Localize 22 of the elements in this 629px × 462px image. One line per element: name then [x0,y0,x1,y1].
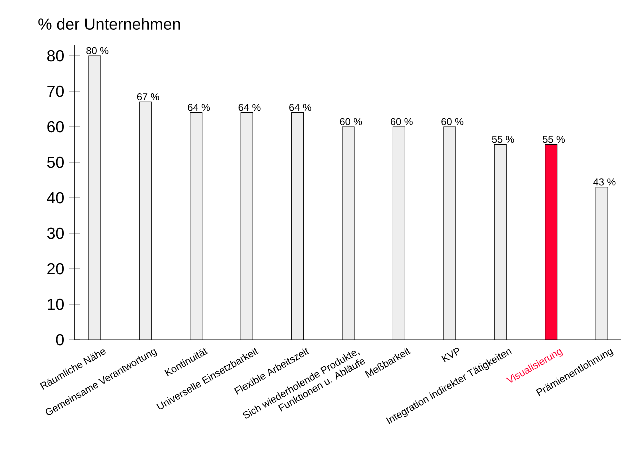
y-tick-label: 20 [48,263,64,275]
data-label: 60 % [390,118,413,126]
data-label: 55 % [492,136,514,144]
y-tick-label: 10 [48,298,64,310]
data-label: 64 % [238,104,261,112]
y-tick-label: 0 [56,334,64,346]
y-tick-label: 30 [47,228,64,240]
data-label: 64 % [290,104,312,112]
y-tick-label: 80 [48,50,64,62]
data-label: 64 % [188,104,210,112]
data-label: 60 % [442,118,464,126]
data-label: 43 % [594,178,616,186]
y-tick-label: 70 [48,86,64,98]
data-label: 80 % [86,47,109,54]
data-label: 67 % [137,93,160,101]
data-label: 60 % [340,118,362,126]
y-tick-label: 40 [47,192,64,204]
y-tick-label: 50 [47,156,64,168]
y-axis-title: % der Unternehmen [38,18,180,30]
x-tick-label: KVP [442,348,460,363]
y-tick-label: 60 [48,121,64,133]
data-label: 55 % [543,136,566,144]
